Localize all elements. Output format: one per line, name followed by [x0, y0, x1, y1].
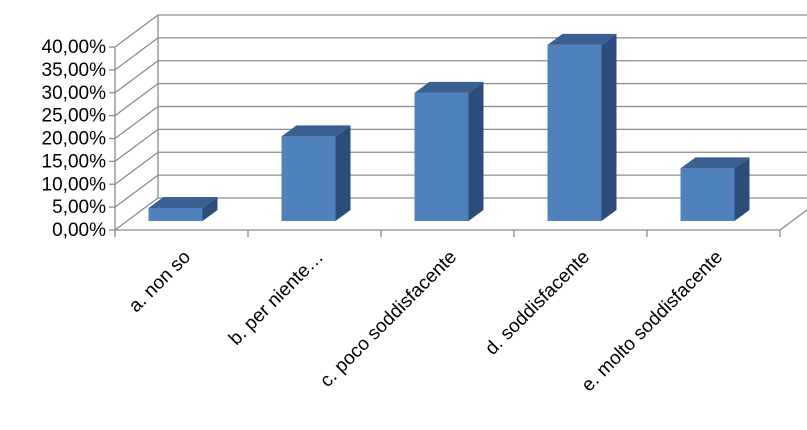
x-axis-category-labels: a. non so b. per niente…c. poco soddisfac…	[125, 247, 727, 396]
bar	[281, 125, 351, 221]
y-tick-label: 15,00%	[42, 151, 107, 172]
x-category-label: c. poco soddisfacente	[316, 247, 461, 392]
bars	[148, 33, 750, 222]
bar-front	[547, 44, 602, 221]
y-tick-label: 20,00%	[42, 129, 107, 150]
y-axis-tick-labels: 0,00%5,00%10,00%15,00%20,00%25,00%30,00%…	[42, 37, 107, 241]
bar-side	[734, 157, 750, 221]
bar-side	[468, 81, 484, 222]
y-tick-label: 10,00%	[42, 174, 107, 195]
y-tick-label: 35,00%	[42, 60, 107, 81]
bar	[148, 196, 218, 221]
floor-right-edge	[779, 209, 807, 231]
bar-front	[680, 168, 735, 221]
bar-side	[202, 196, 218, 221]
bar-top	[547, 33, 617, 45]
gridline	[114, 37, 807, 71]
bar-top	[414, 81, 484, 93]
y-tick-label: 5,00%	[52, 197, 106, 218]
bar	[680, 157, 750, 221]
bar	[547, 33, 617, 221]
y-tick-label: 0,00%	[52, 220, 106, 241]
y-tick-label: 30,00%	[42, 83, 107, 104]
y-tick-label: 25,00%	[42, 106, 107, 127]
bar-front	[148, 207, 203, 221]
bar-side	[335, 125, 351, 221]
bar-side	[601, 33, 617, 221]
x-category-label: a. non so	[125, 247, 195, 317]
x-category-label: e. molto soddisfacente	[578, 247, 727, 396]
bar-top	[148, 196, 218, 208]
gridline	[114, 14, 807, 48]
bar	[414, 81, 484, 222]
y-tick-label: 40,00%	[42, 37, 107, 58]
bar-front	[414, 92, 469, 222]
bar-top	[281, 125, 351, 137]
x-category-label: d. soddisfacente	[481, 247, 594, 360]
x-category-label: b. per niente…	[225, 247, 328, 350]
bar-front	[281, 136, 336, 221]
bar-top	[680, 157, 750, 169]
